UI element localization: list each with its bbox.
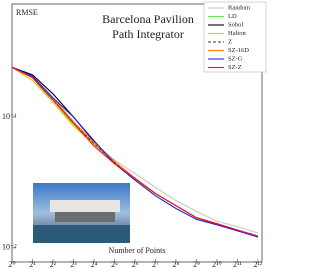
series-line <box>11 66 259 237</box>
y-axis-label: RMSE <box>16 8 38 17</box>
y-tick-label: 10⁻² <box>2 243 17 252</box>
x-tick-label: 2¹² <box>254 260 263 269</box>
chart-title: Path Integrator <box>112 27 184 41</box>
chart-title: Barcelona Pavilion <box>102 12 194 26</box>
x-tick-label: 2¹¹ <box>233 260 242 269</box>
x-tick-label: 2⁰ <box>8 260 15 269</box>
x-tick-label: 2⁷ <box>152 260 159 269</box>
x-tick-label: 2⁵ <box>111 260 118 269</box>
x-tick-label: 2² <box>50 260 57 269</box>
inset-photo <box>33 183 130 243</box>
legend-label: LD <box>228 13 237 20</box>
x-tick-label: 2⁸ <box>173 260 180 269</box>
x-tick-label: 2⁶ <box>132 260 139 269</box>
legend-label: SZ-Z <box>228 64 242 71</box>
x-axis-label: Number of Points <box>109 246 166 255</box>
legend-label: Z <box>228 38 232 45</box>
legend-label: SZ-G <box>228 55 243 62</box>
x-tick-label: 2³ <box>70 260 77 269</box>
x-tick-label: 2⁴ <box>91 260 98 269</box>
chart: Barcelona Pavilion Path Integrator RMSE … <box>2 1 267 269</box>
legend <box>203 1 267 73</box>
series-line <box>11 66 259 238</box>
legend-label: Halton <box>228 30 246 37</box>
y-tick-label: 10⁻¹ <box>2 112 17 121</box>
legend-label: Random <box>228 4 250 11</box>
x-tick-label: 2¹⁰ <box>212 260 222 269</box>
x-tick-label: 2¹ <box>29 260 36 269</box>
legend-label: Sobol <box>228 21 243 28</box>
x-tick-label: 2⁹ <box>193 260 200 269</box>
legend-label: SZ-16D <box>228 47 249 54</box>
